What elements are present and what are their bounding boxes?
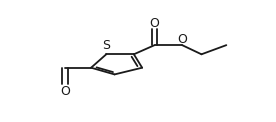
- Text: O: O: [150, 17, 160, 30]
- Text: O: O: [177, 33, 187, 46]
- Text: O: O: [60, 85, 70, 98]
- Text: S: S: [102, 39, 110, 52]
